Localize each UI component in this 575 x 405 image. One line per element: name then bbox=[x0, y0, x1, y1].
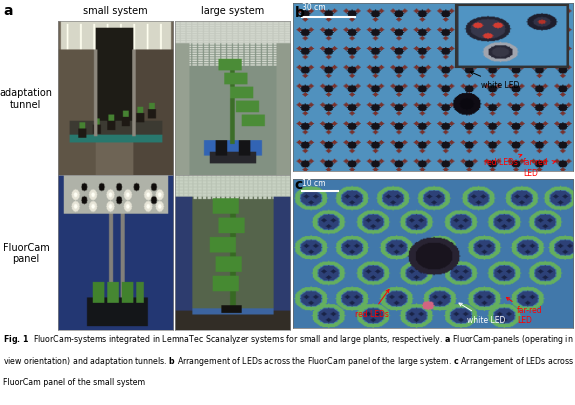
Text: red LEDs: red LEDs bbox=[484, 155, 522, 167]
Text: small system: small system bbox=[83, 6, 147, 16]
Text: $\bf{Fig.\,1}$  FluorCam-systems integrated in LemnaTec Scanalyzer systems for s: $\bf{Fig.\,1}$ FluorCam-systems integrat… bbox=[3, 332, 575, 345]
Text: FluorCam
panel: FluorCam panel bbox=[2, 242, 49, 264]
Text: 10 cm: 10 cm bbox=[302, 178, 325, 187]
Text: white LED: white LED bbox=[459, 303, 505, 324]
Text: a: a bbox=[3, 4, 13, 18]
Text: white LED: white LED bbox=[470, 72, 519, 90]
Text: c: c bbox=[294, 178, 302, 192]
Text: far-red
LED: far-red LED bbox=[523, 158, 555, 177]
Text: large system: large system bbox=[201, 6, 264, 16]
Text: 30 cm: 30 cm bbox=[302, 4, 325, 13]
Text: adaptation
tunnel: adaptation tunnel bbox=[0, 88, 52, 109]
Text: FluorCam panel of the small system: FluorCam panel of the small system bbox=[3, 377, 145, 386]
Text: view orientation) and adaptation tunnels. $\bf{b}$ Arrangement of LEDs across th: view orientation) and adaptation tunnels… bbox=[3, 354, 575, 367]
Text: far-red
LED: far-red LED bbox=[507, 298, 543, 324]
Text: red LEDs: red LEDs bbox=[355, 290, 389, 318]
Text: b: b bbox=[294, 6, 304, 20]
